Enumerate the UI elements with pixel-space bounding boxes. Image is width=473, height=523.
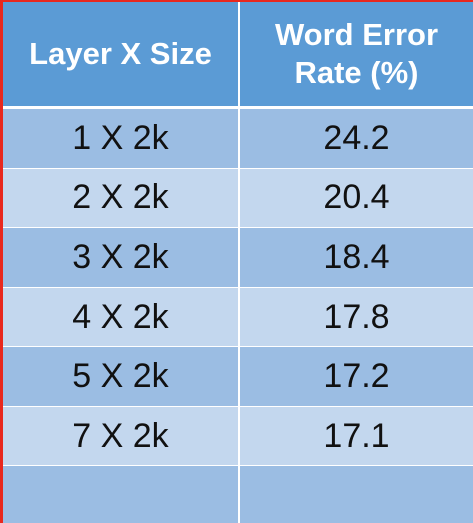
table-header-row: Layer X Size Word Error Rate (%) [3, 2, 473, 109]
table-row-empty [3, 465, 473, 523]
word-error-rate-cell: 20.4 [239, 167, 473, 228]
table-row: 2 X 2k 20.4 [3, 167, 473, 228]
column-header-layer-size: Layer X Size [3, 2, 240, 109]
red-edge-top [0, 0, 473, 2]
word-error-rate-cell: 24.2 [239, 107, 473, 169]
word-error-rate-cell: 17.2 [239, 346, 473, 407]
layer-size-cell: 5 X 2k [3, 346, 240, 407]
column-header-word-error-rate: Word Error Rate (%) [239, 2, 473, 109]
word-error-rate-cell: 17.1 [239, 405, 473, 466]
table-row: 3 X 2k 18.4 [3, 227, 473, 288]
layer-size-cell: 4 X 2k [3, 286, 240, 347]
results-table: Layer X Size Word Error Rate (%) 1 X 2k … [3, 2, 473, 523]
layer-size-cell: 1 X 2k [3, 107, 240, 169]
word-error-rate-cell: 18.4 [239, 227, 473, 288]
red-edge-left [0, 0, 3, 523]
table-row: 4 X 2k 17.8 [3, 286, 473, 347]
layer-size-cell [3, 465, 240, 523]
table-row: 1 X 2k 24.2 [3, 107, 473, 169]
word-error-rate-cell: 17.8 [239, 286, 473, 347]
layer-size-cell: 3 X 2k [3, 227, 240, 288]
table-row: 7 X 2k 17.1 [3, 405, 473, 466]
layer-size-cell: 2 X 2k [3, 167, 240, 228]
table-row: 5 X 2k 17.2 [3, 346, 473, 407]
layer-size-cell: 7 X 2k [3, 405, 240, 466]
word-error-rate-cell [239, 465, 473, 523]
